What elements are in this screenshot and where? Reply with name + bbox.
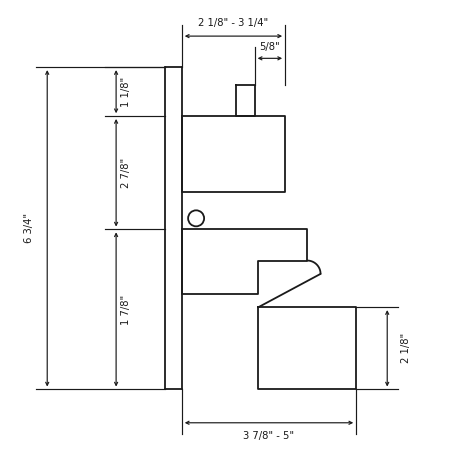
Text: 1 7/8": 1 7/8" — [122, 294, 131, 324]
Text: 6 3/4": 6 3/4" — [23, 213, 34, 243]
Text: 1 1/8": 1 1/8" — [122, 76, 131, 107]
Text: 5/8": 5/8" — [260, 42, 280, 52]
Text: 3 7/8" - 5": 3 7/8" - 5" — [243, 431, 295, 441]
Text: 2 1/8" - 3 1/4": 2 1/8" - 3 1/4" — [198, 18, 269, 28]
Text: 2 1/8": 2 1/8" — [401, 333, 411, 364]
Text: 2 7/8": 2 7/8" — [122, 158, 131, 188]
